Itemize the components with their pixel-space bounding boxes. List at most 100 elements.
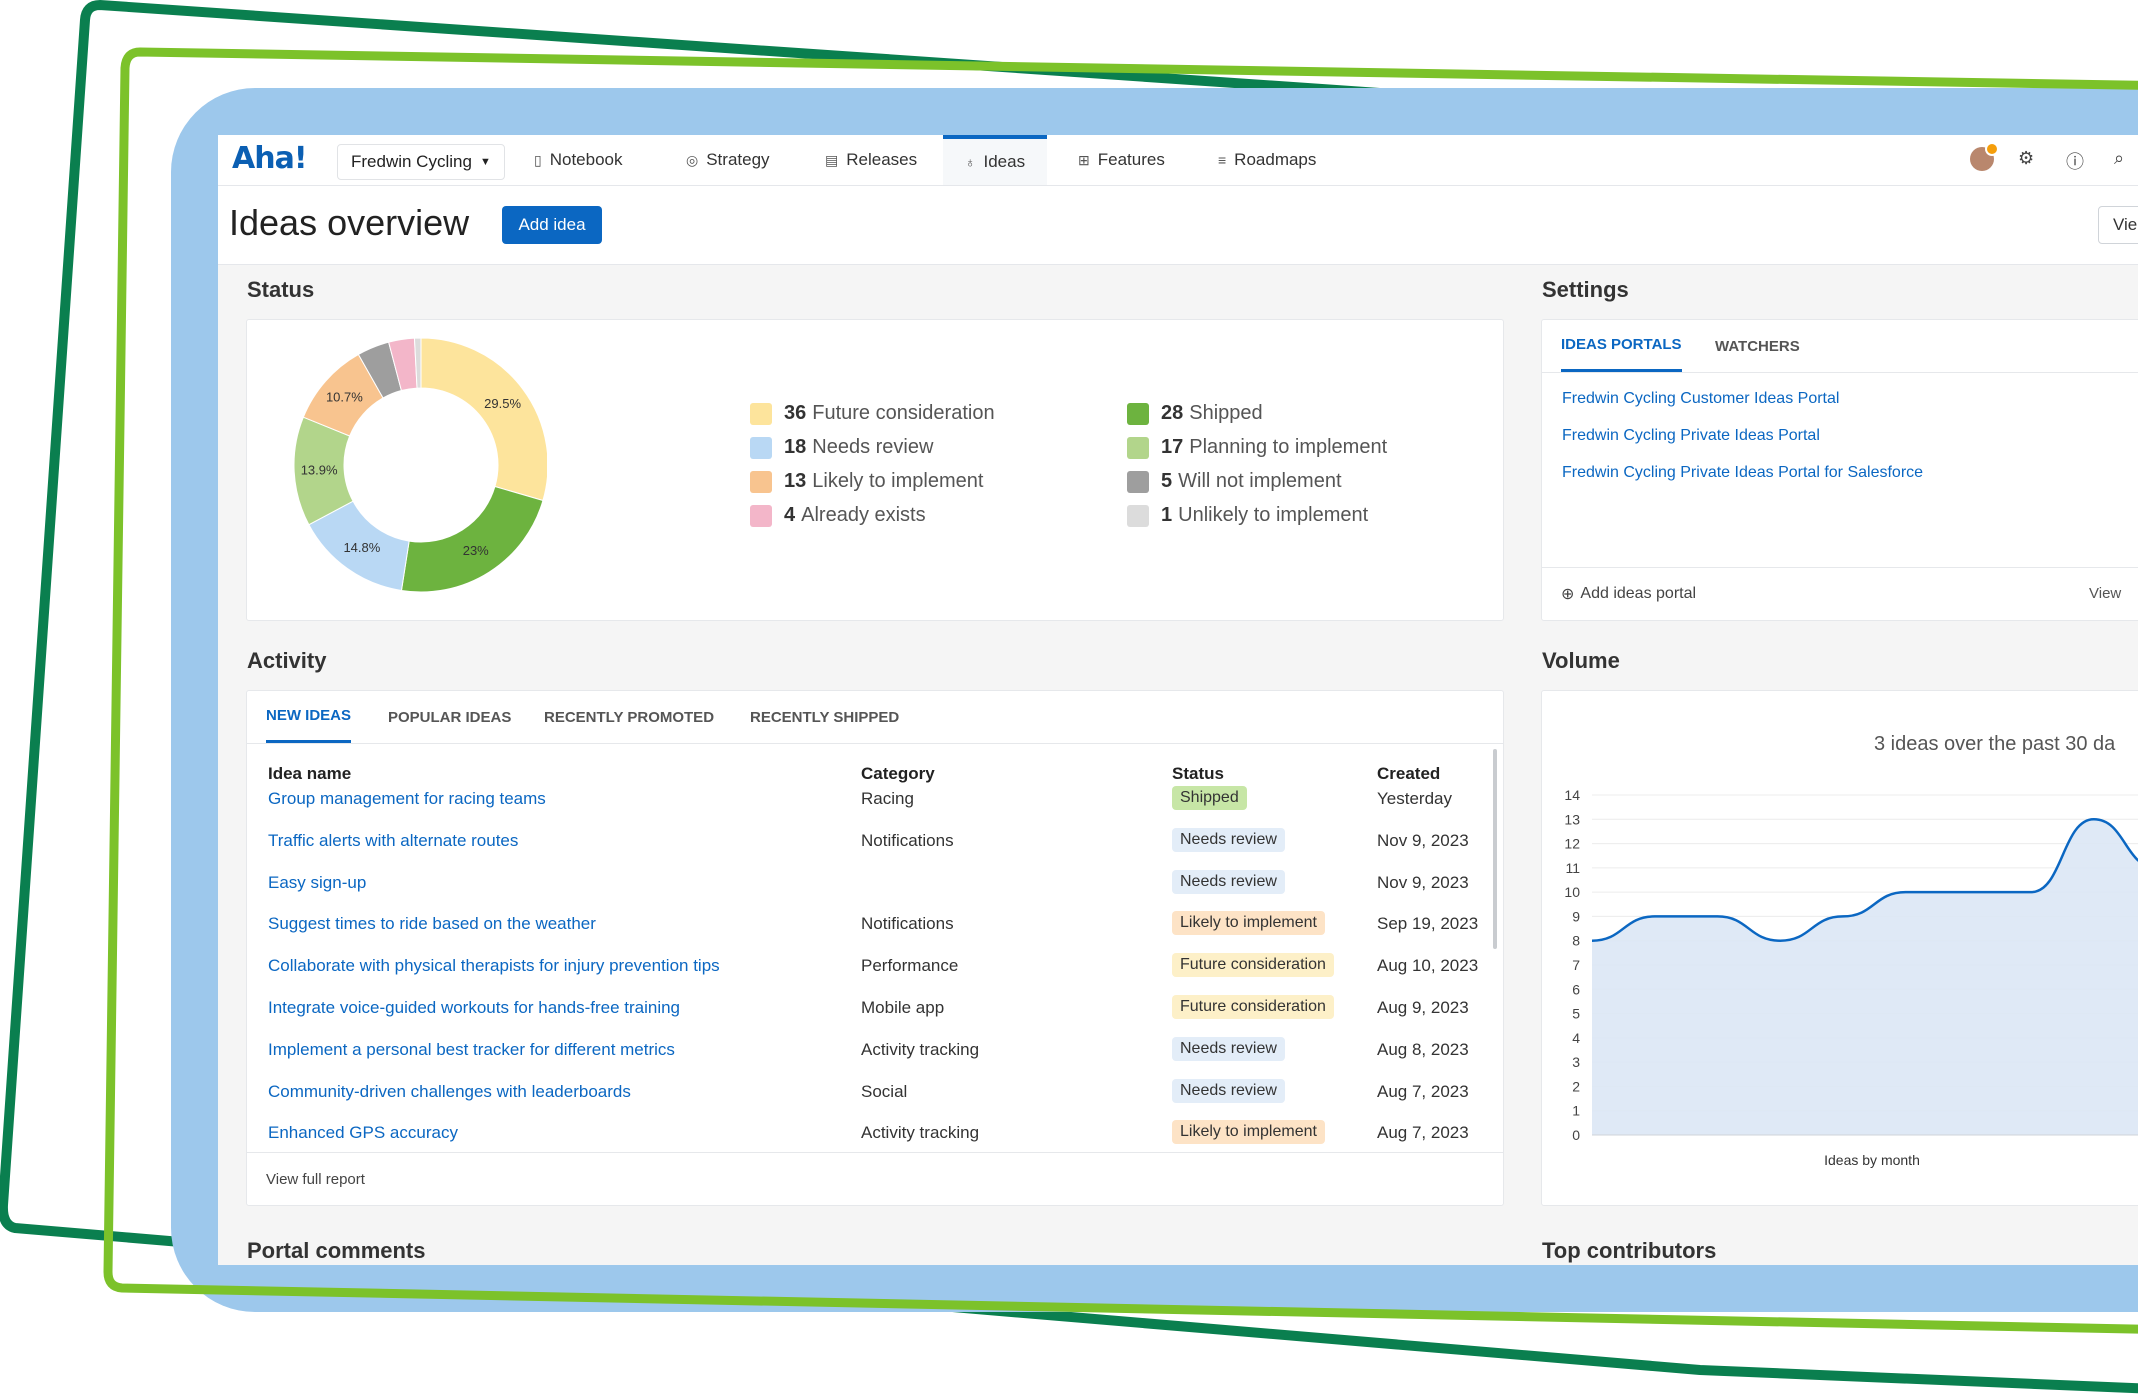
legend-swatch [750,402,772,425]
tab-new-ideas[interactable]: NEW IDEAS [266,691,352,743]
legend-count: 13 [784,470,807,492]
legend-item[interactable]: 13 Likely to implement [750,470,983,493]
tab-ideas[interactable]: ♁ Ideas [943,135,1048,185]
tab-recently-promoted[interactable]: RECENTLY PROMOTED [544,708,715,726]
legend-item[interactable]: 5 Will not implement [1127,470,1342,493]
gear-icon[interactable]: ⚙ [2018,148,2035,168]
tab-watchers[interactable]: WATCHERS [1715,337,1800,355]
idea-name-link[interactable]: Easy sign-up [268,872,367,892]
tab-popular-ideas[interactable]: POPULAR IDEAS [388,708,512,726]
y-tick-label: 9 [1572,908,1580,924]
status-card: 29.5% 23% 14.8% 13.9% 10.7% 36 Future conside… [246,319,1504,621]
status-badge: Shipped [1172,786,1247,810]
legend-item[interactable]: 36 Future consideration [750,402,995,425]
view-button[interactable]: Vie [2098,206,2138,244]
portal-link[interactable]: Fredwin Cycling Private Ideas Portal [1562,427,1820,444]
view-full-report-link[interactable]: View full report [266,1171,365,1188]
y-tick-label: 4 [1572,1030,1580,1046]
tab-label: Releases [846,150,918,169]
help-icon[interactable]: ⓘ [2066,152,2084,172]
slice-percent-label: 10.7% [326,390,363,405]
y-tick-label: 11 [1565,860,1580,876]
slice-percent-label: 13.9% [301,462,338,477]
donut-slice[interactable] [400,485,544,593]
legend-swatch [1127,504,1149,527]
legend-item[interactable]: 17 Planning to implement [1127,436,1387,459]
idea-created-date: Aug 7, 2023 [1377,1081,1469,1101]
idea-category: Activity tracking [861,1123,980,1143]
workspace-name: Fredwin Cycling [351,152,472,171]
view-link[interactable]: View [2089,585,2122,602]
portal-link[interactable]: Fredwin Cycling Private Ideas Portal for… [1562,464,1924,481]
idea-category: Activity tracking [861,1039,980,1059]
column-header-status[interactable]: Status [1172,764,1224,783]
legend-count: 5 [1161,470,1173,492]
status-badge: Needs review [1172,1036,1285,1061]
avatar[interactable] [1970,142,1999,171]
status-badge: Likely to implement [1172,1120,1325,1145]
idea-name-link[interactable]: Suggest times to ride based on the weath… [268,914,596,934]
search-icon[interactable]: ⌕ [2114,148,2125,168]
legend-item[interactable]: 18 Needs review [750,436,933,459]
legend-label: Already exists [801,504,926,526]
legend-swatch [750,436,772,459]
tab-features[interactable]: ⊞ Features [1078,135,1165,185]
volume-chart-title: 3 ideas over the past 30 da [1874,733,2116,755]
plus-circle-icon: ⊕ [1561,586,1575,603]
tab-recently-shipped[interactable]: RECENTLY SHIPPED [750,708,900,726]
status-badge: Needs review [1172,869,1285,894]
legend-label: Likely to implement [812,470,984,492]
tab-label: Features [1097,150,1165,169]
legend-label: Needs review [812,436,934,458]
tab-label: Notebook [549,150,623,169]
grid-icon: ⊞ [1078,151,1090,168]
portal-comments-title: Portal comments [247,1238,426,1263]
column-header-created[interactable]: Created [1377,764,1441,783]
legend-item[interactable]: 28 Shipped [1127,402,1263,425]
lightbulb-icon: ♁ [965,154,976,170]
y-tick-label: 12 [1564,836,1580,852]
donut-slice[interactable] [413,337,422,389]
aha-logo[interactable]: Aha! [232,141,308,176]
idea-name-link[interactable]: Community-driven challenges with leaderb… [268,1081,631,1101]
table-scrollbar[interactable] [1493,749,1497,949]
legend-item[interactable]: 1 Unlikely to implement [1127,504,1368,527]
y-tick-label: 7 [1572,957,1580,973]
legend-count: 17 [1161,436,1184,458]
volume-series-line[interactable] [1591,818,2138,1135]
donut-slice[interactable] [420,337,547,502]
volume-area-fill [1592,819,2138,1135]
tab-strategy[interactable]: ◎ Strategy [686,135,770,185]
tab-ideas-portals[interactable]: IDEAS PORTALS [1561,320,1682,372]
idea-created-date: Sep 19, 2023 [1377,914,1479,934]
idea-name-link[interactable]: Enhanced GPS accuracy [268,1123,458,1143]
idea-name-link[interactable]: Implement a personal best tracker for di… [268,1039,675,1059]
y-tick-label: 8 [1572,933,1580,949]
add-ideas-portal-link[interactable]: ⊕ Add ideas portal [1561,584,1696,604]
tab-notebook[interactable]: ▯ Notebook [534,135,623,185]
y-tick-label: 2 [1572,1078,1580,1094]
y-tick-label: 14 [1564,787,1580,803]
idea-name-link[interactable]: Collaborate with physical therapists for… [268,956,720,976]
idea-name-link[interactable]: Traffic alerts with alternate routes [268,830,519,850]
idea-name-link[interactable]: Integrate voice-guided workouts for hand… [268,998,681,1017]
x-axis-label: Ideas by month [1824,1152,1920,1168]
activity-section-title: Activity [247,648,327,673]
page-title: Ideas overview [229,202,470,243]
idea-name-link[interactable]: Group management for racing teams [268,789,546,808]
tab-roadmaps[interactable]: ≡ Roadmaps [1218,135,1316,185]
volume-section-title: Volume [1542,648,1620,673]
legend-item[interactable]: 4 Already exists [750,504,926,527]
settings-section-title: Settings [1542,277,1629,302]
tab-label: Strategy [706,150,770,169]
column-header-idea-name[interactable]: Idea name [268,764,352,783]
portal-link[interactable]: Fredwin Cycling Customer Ideas Portal [1562,390,1840,407]
add-idea-button[interactable]: Add idea [502,206,602,244]
status-badge: Likely to implement [1172,911,1325,936]
column-header-category[interactable]: Category [861,764,935,783]
workspace-selector[interactable]: Fredwin Cycling ▼ [337,144,505,180]
y-tick-label: 1 [1572,1103,1580,1119]
tab-releases[interactable]: ▤ Releases [825,135,917,185]
slice-percent-label: 29.5% [484,396,521,411]
